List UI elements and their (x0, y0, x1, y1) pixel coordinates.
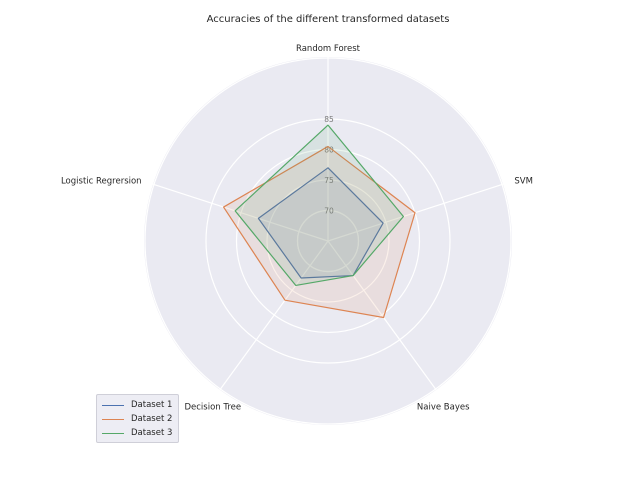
series-line (257, 167, 384, 279)
legend-swatch (102, 404, 124, 406)
ring-gridline (144, 57, 512, 425)
category-label: Naive Bayes (417, 403, 470, 413)
ring-gridline (296, 209, 360, 273)
series-line (234, 124, 405, 287)
legend-swatch (102, 418, 124, 420)
legend: Dataset 1 Dataset 2 Dataset 3 (96, 394, 180, 443)
legend-label: Dataset 1 (131, 400, 173, 410)
category-label: Random Forest (296, 44, 361, 54)
ring-gridline (235, 148, 421, 334)
legend-swatch (102, 432, 124, 434)
series-line (222, 145, 416, 319)
chart-title: Accuracies of the different transformed … (207, 14, 450, 25)
legend-item: Dataset 2 (102, 412, 172, 426)
legend-label: Dataset 3 (131, 428, 173, 438)
category-label: SVM (514, 176, 533, 186)
ring-gridline (205, 118, 451, 364)
category-label: Decision Tree (184, 403, 241, 413)
series-fill (223, 146, 416, 318)
legend-item: Dataset 3 (102, 426, 172, 440)
series-fill (235, 125, 404, 286)
radial-tick-label: 70 (324, 207, 334, 216)
category-label: Logistic Regrersion (61, 176, 142, 186)
ring-gridline (266, 179, 390, 303)
radial-tick-label: 85 (324, 115, 334, 124)
radial-tick-label: 75 (324, 176, 334, 185)
legend-item: Dataset 1 (102, 398, 172, 412)
plot-area: 70 75 80 85 Random Forest SVM Naive Bayes Decis… (61, 44, 533, 425)
series-fill (258, 167, 384, 279)
legend-label: Dataset 2 (131, 414, 173, 424)
radial-tick-label: 80 (324, 146, 334, 155)
